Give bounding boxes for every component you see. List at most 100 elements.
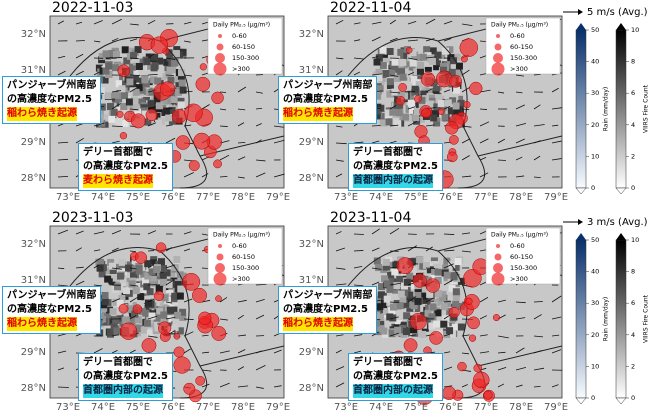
wind-arrow bbox=[183, 40, 191, 43]
fire-pixel bbox=[399, 324, 407, 332]
fire-pixel bbox=[113, 327, 121, 335]
legend-marker bbox=[216, 253, 224, 261]
fire-pixel bbox=[166, 66, 174, 74]
fire-pixel bbox=[149, 259, 157, 267]
colorbar-label: VIIRS Fire Count bbox=[643, 294, 650, 343]
fire-pixel bbox=[373, 58, 381, 66]
fire-pixel bbox=[138, 98, 146, 106]
fire-pixel bbox=[118, 85, 126, 93]
fire-pixel bbox=[144, 299, 152, 307]
wind-arrow bbox=[461, 384, 468, 388]
fire-pixel bbox=[125, 98, 133, 106]
wind-arrow bbox=[111, 57, 123, 59]
wind-arrow bbox=[335, 173, 343, 178]
annotation-line: 稲わら焼き起源 bbox=[7, 107, 77, 121]
wind-arrow bbox=[255, 314, 265, 320]
wind-arrow bbox=[129, 315, 137, 320]
wind-arrow bbox=[237, 86, 247, 93]
colorbar-cap bbox=[615, 187, 627, 195]
wind-arrow bbox=[255, 159, 266, 162]
fire-pixel bbox=[157, 258, 165, 266]
wind-arrow bbox=[389, 332, 400, 337]
wind-arrow bbox=[533, 350, 542, 354]
fire-pixel bbox=[452, 288, 460, 296]
fire-pixel bbox=[118, 294, 126, 302]
wind-arrow bbox=[533, 104, 541, 110]
fire-pixel bbox=[440, 320, 448, 328]
fire-pixel bbox=[112, 316, 120, 324]
fire-pixel bbox=[455, 69, 463, 77]
wind-arrow bbox=[443, 233, 455, 235]
fire-pixel bbox=[444, 99, 452, 107]
fire-pixel bbox=[403, 59, 411, 67]
fire-pixel bbox=[395, 64, 403, 72]
fire-pixel bbox=[434, 309, 442, 317]
annotation-line: 麦わら焼き起源 bbox=[83, 174, 153, 188]
wind-arrow bbox=[335, 231, 342, 235]
wind-arrow bbox=[407, 91, 416, 93]
pm25-site bbox=[469, 81, 483, 96]
wind-arrow bbox=[515, 367, 527, 371]
colorbar-tick-label: 8 bbox=[631, 58, 635, 66]
fire-pixel bbox=[419, 262, 427, 270]
pm25-site bbox=[130, 113, 146, 129]
fire-pixel bbox=[389, 303, 397, 311]
wind-arrow bbox=[479, 157, 487, 161]
annotation-line: 首都圏内部の起源 bbox=[83, 384, 163, 398]
fire-pixel bbox=[394, 74, 402, 82]
pm25-site bbox=[195, 375, 206, 386]
fire-pixel bbox=[148, 312, 156, 320]
wind-arrow bbox=[201, 104, 210, 110]
wind-arrow bbox=[255, 107, 263, 110]
wind-arrow bbox=[57, 158, 69, 161]
wind-arrow bbox=[165, 137, 176, 144]
wind-arrow bbox=[129, 250, 137, 253]
fire-pixel bbox=[168, 258, 176, 266]
fire-pixel bbox=[135, 325, 143, 333]
fire-pixel bbox=[433, 84, 441, 92]
wind-arrow bbox=[497, 159, 506, 161]
legend-title: Daily PM₂.₅ (μg/m³) bbox=[213, 232, 270, 239]
wind-arrow bbox=[389, 228, 400, 235]
lat-label: 28°N bbox=[21, 173, 46, 184]
fire-pixel bbox=[423, 46, 431, 54]
wind-arrow bbox=[425, 18, 436, 25]
colorbar-tick-label: 2 bbox=[631, 362, 635, 370]
fire-pixel bbox=[386, 82, 394, 90]
wind-arrow bbox=[237, 156, 246, 161]
annotation-line: パンジャーブ州南部 bbox=[7, 290, 97, 301]
fire-pixel bbox=[173, 46, 181, 54]
pm25-site bbox=[409, 313, 427, 330]
wind-arrow bbox=[479, 108, 488, 110]
fire-pixel bbox=[388, 261, 396, 269]
fire-pixel bbox=[406, 291, 414, 299]
legend-label: 0-60 bbox=[510, 242, 525, 250]
wind-arrow bbox=[57, 350, 67, 354]
wind-arrow bbox=[255, 91, 263, 94]
pm25-site bbox=[132, 304, 143, 315]
fire-pixel bbox=[386, 78, 394, 86]
wind-arrow bbox=[335, 382, 345, 388]
fire-pixel bbox=[125, 264, 133, 272]
wind-arrow bbox=[183, 318, 194, 320]
fire-pixel bbox=[122, 287, 130, 295]
pm25-site bbox=[141, 338, 157, 353]
pm25-site bbox=[175, 135, 191, 150]
fire-pixel bbox=[136, 298, 144, 306]
wind-arrow bbox=[165, 316, 176, 320]
wind-arrow bbox=[93, 231, 105, 235]
pm25-site bbox=[173, 346, 185, 358]
fire-pixel bbox=[429, 303, 437, 311]
wind-arrow bbox=[165, 247, 173, 252]
wind-arrow bbox=[353, 265, 363, 269]
wind-arrow bbox=[219, 175, 228, 178]
colorbar-tick-label: 50 bbox=[591, 26, 599, 34]
wind-arrow bbox=[129, 108, 139, 111]
colorbar-tick-label: 6 bbox=[631, 299, 635, 307]
wind-arrow bbox=[551, 124, 559, 127]
fire-pixel bbox=[177, 101, 185, 109]
wind-arrow bbox=[237, 366, 245, 371]
fire-pixel bbox=[171, 59, 179, 67]
fire-pixel bbox=[106, 329, 114, 337]
legend-marker bbox=[491, 272, 505, 286]
